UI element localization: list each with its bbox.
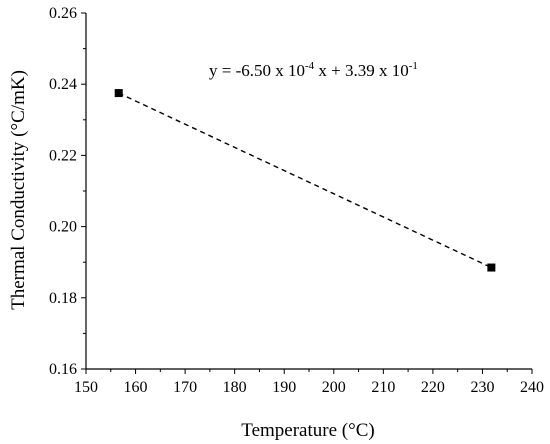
y-tick-label: 0.26 xyxy=(49,5,77,22)
y-tick-label: 0.20 xyxy=(49,219,77,236)
y-axis-title: Thermal Conductivity (°C/mK) xyxy=(8,70,29,310)
x-axis-ticks: 150 160 170 180 190 200 210 220 230 240 xyxy=(74,369,544,396)
chart-annotation: y = -6.50 x 10-4 x + 3.39 x 10-1 xyxy=(209,60,418,80)
x-tick-label: 240 xyxy=(520,379,544,396)
data-point xyxy=(487,263,496,272)
x-tick-label: 170 xyxy=(173,379,197,396)
x-tick-label: 220 xyxy=(421,379,445,396)
x-axis-title: Temperature (°C) xyxy=(241,420,374,441)
x-tick-label: 190 xyxy=(272,379,296,396)
fit-line xyxy=(118,92,492,269)
data-point xyxy=(114,89,123,98)
x-tick-label: 210 xyxy=(371,379,395,396)
y-tick-label: 0.22 xyxy=(49,147,77,164)
y-tick-label: 0.16 xyxy=(49,361,77,378)
x-tick-label: 200 xyxy=(322,379,346,396)
x-tick-label: 230 xyxy=(470,379,494,396)
fit-line-group xyxy=(118,92,492,269)
y-tick-label: 0.18 xyxy=(49,290,77,307)
x-tick-label: 180 xyxy=(223,379,247,396)
x-tick-label: 160 xyxy=(124,379,148,396)
y-tick-label: 0.24 xyxy=(49,76,77,93)
data-points xyxy=(114,89,496,272)
x-tick-label: 150 xyxy=(74,379,98,396)
y-axis-ticks: 0.16 0.18 0.20 0.22 0.24 0.26 xyxy=(49,5,86,378)
